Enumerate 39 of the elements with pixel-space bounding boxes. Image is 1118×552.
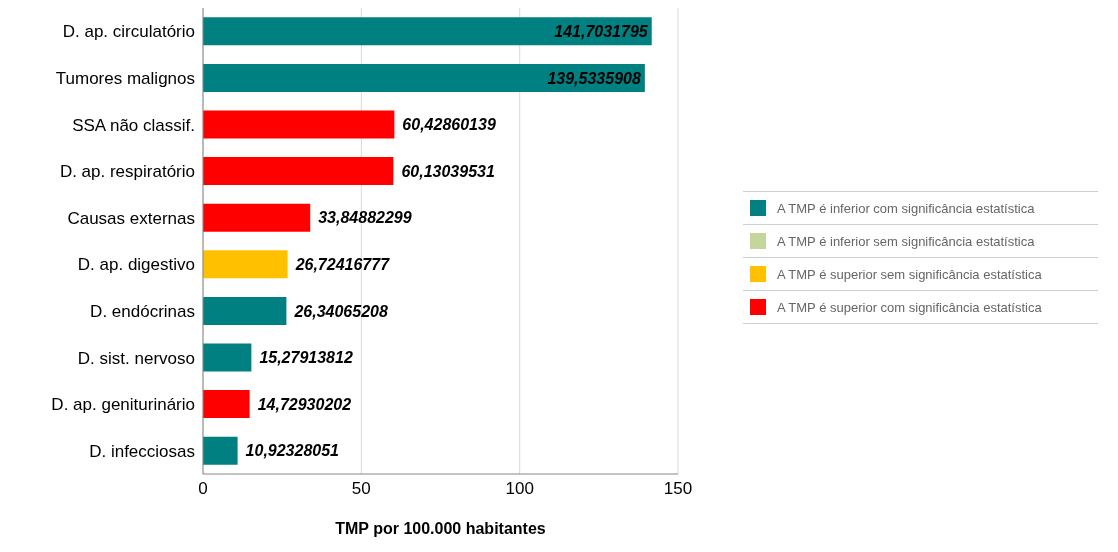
data-label: 15,27913812: [259, 349, 353, 367]
y-tick-label: D. ap. geniturinário: [51, 395, 195, 415]
x-axis-title: TMP por 100.000 habitantes: [335, 520, 546, 537]
y-tick-label: D. infecciosas: [89, 441, 195, 461]
data-label: 60,42860139: [402, 116, 496, 134]
x-tick-label: 150: [663, 479, 693, 499]
bar: [203, 110, 395, 139]
data-label: 139,5335908: [547, 69, 641, 87]
bar: [203, 390, 250, 419]
y-tick-label: D. endócrinas: [90, 301, 195, 321]
bar: [203, 250, 288, 279]
x-tick-label: 50: [351, 479, 371, 499]
y-tick-label: Tumores malignos: [55, 68, 195, 88]
bar: [203, 157, 394, 186]
data-label: 14,72930202: [257, 395, 352, 413]
x-tick-label: 100: [505, 479, 534, 499]
data-label: 60,13039531: [401, 162, 495, 180]
bar: [203, 203, 311, 232]
legend-label: A TMP é inferior sem significância estatística: [777, 233, 1035, 249]
bar: [203, 343, 252, 372]
data-label: 33,84882299: [318, 209, 412, 227]
bar: [203, 63, 645, 92]
data-label: 10,92328051: [245, 442, 340, 460]
legend-label: A TMP é superior com significância estatística: [777, 299, 1042, 315]
bar: [203, 17, 652, 46]
legend-label: A TMP é inferior com significância estatística: [777, 200, 1035, 216]
y-tick-label: D. ap. digestivo: [77, 255, 195, 275]
bar: [203, 436, 238, 465]
legend-label: A TMP é superior sem significância estatística: [777, 266, 1042, 282]
data-label: 141,7031795: [554, 22, 649, 40]
y-tick-label: D. ap. circulatório: [62, 22, 195, 42]
y-tick-label: SSA não classif.: [72, 115, 195, 135]
x-tick-label: 0: [198, 479, 208, 499]
y-tick-label: D. ap. respiratório: [59, 162, 195, 182]
data-label: 26,34065208: [293, 302, 388, 320]
bar: [203, 296, 287, 325]
y-tick-label: Causas externas: [67, 208, 195, 228]
y-tick-label: D. sist. nervoso: [77, 348, 195, 368]
data-label: 26,72416777: [294, 255, 391, 273]
